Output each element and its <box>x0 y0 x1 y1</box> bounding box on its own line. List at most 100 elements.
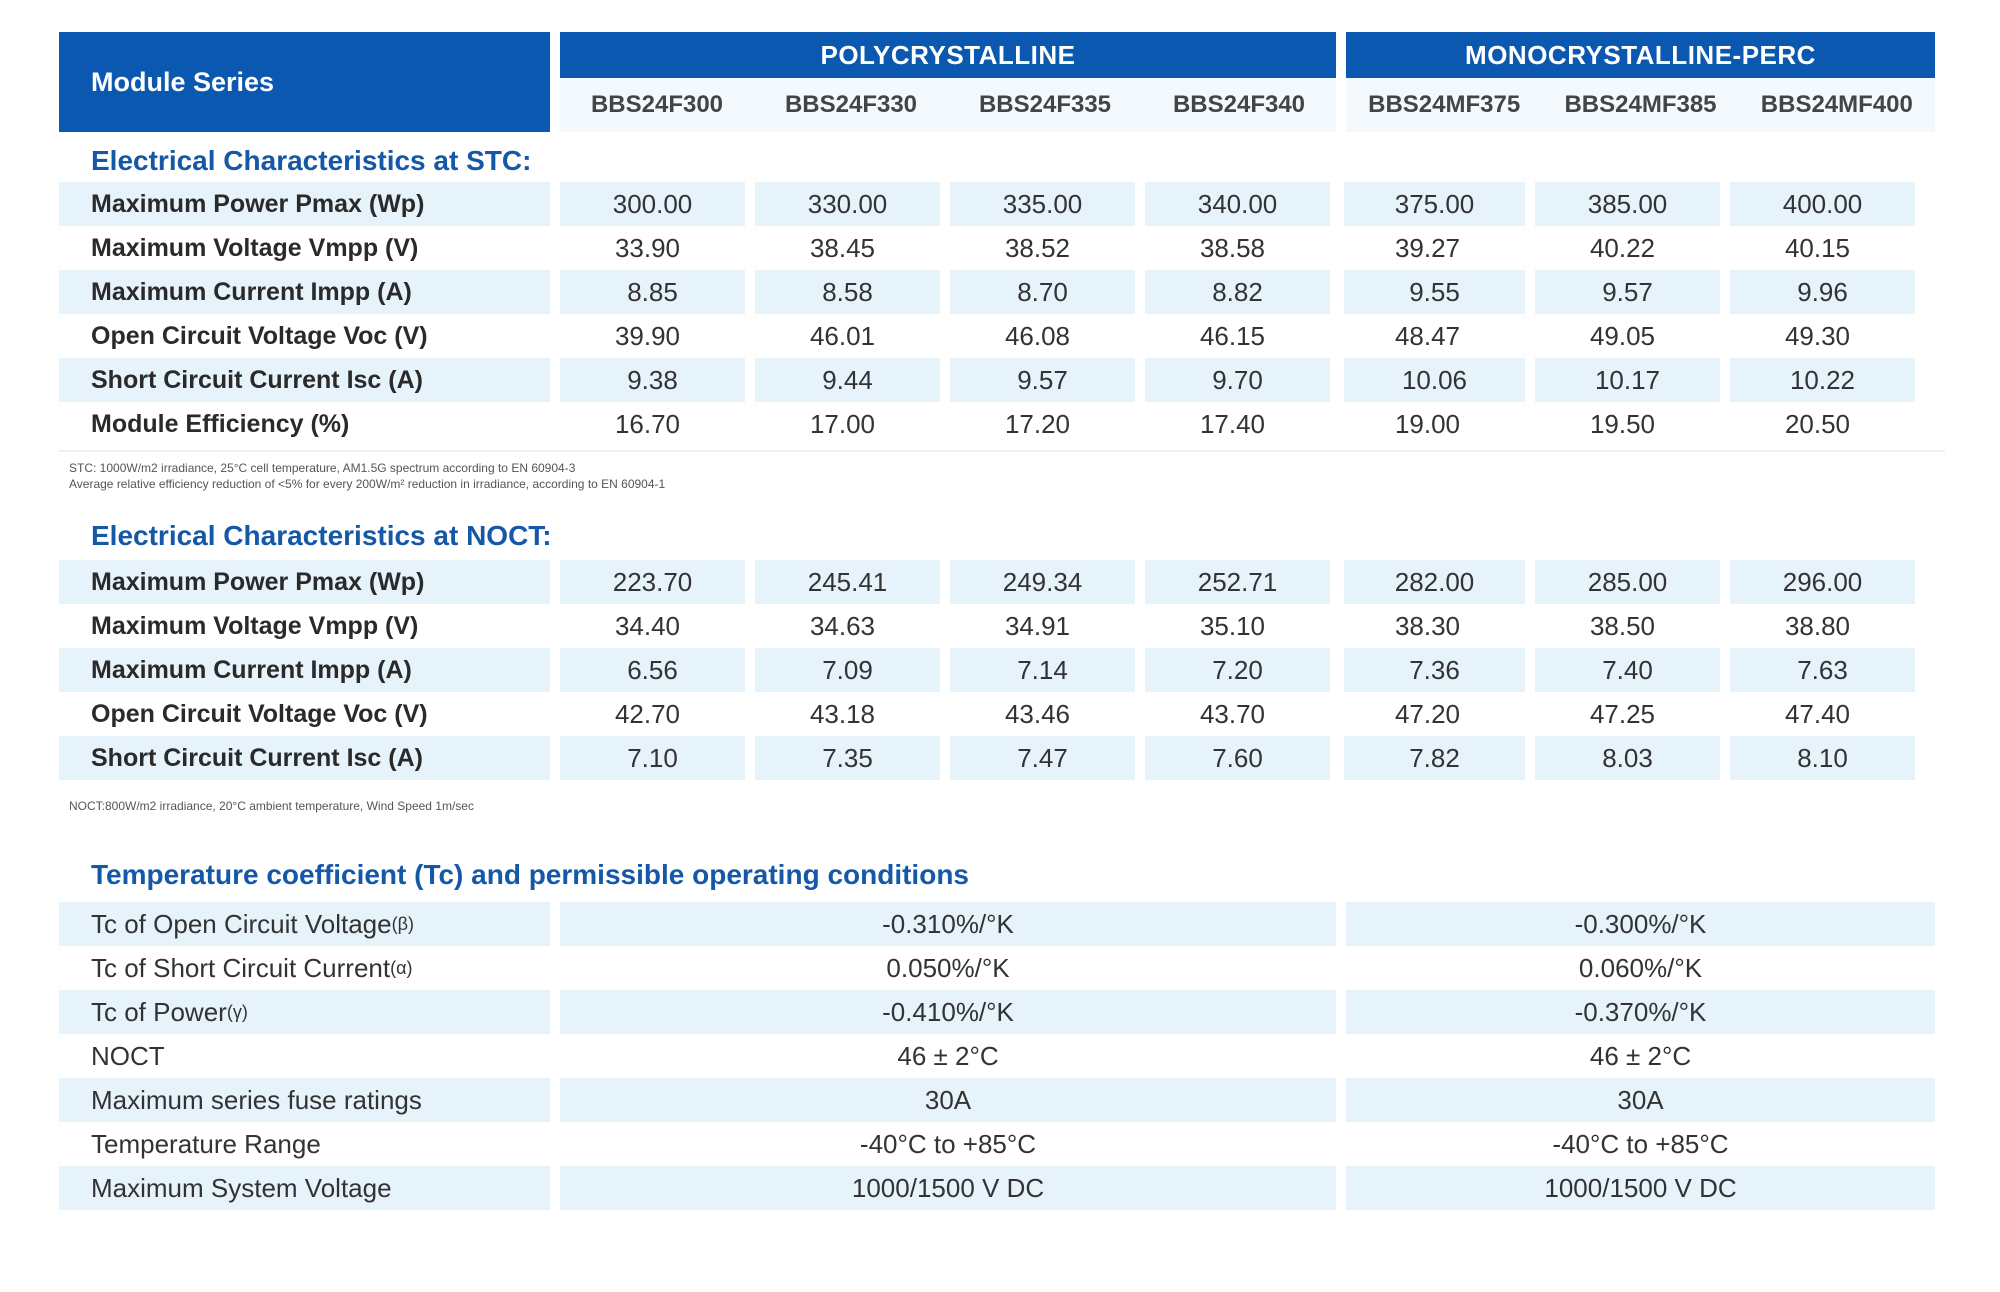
row-label: Tc of Open Circuit Voltage (β) <box>59 902 550 946</box>
row-label: Maximum System Voltage <box>59 1166 550 1210</box>
value-cell: 17.00 <box>809 408 876 439</box>
value-cell: 46.08 <box>1004 320 1071 351</box>
value-cell: 19.00 <box>1394 408 1461 439</box>
value-cell: 10.06 <box>1330 358 1525 402</box>
value-cell: 16.70 <box>614 408 681 439</box>
module-series-label: Module Series <box>59 32 550 132</box>
value-cell: 8.70 <box>940 270 1135 314</box>
value-cell: 47.20 <box>1394 698 1461 729</box>
row-label-text: Tc of Open Circuit Voltage <box>91 908 392 939</box>
row-label: Temperature Range <box>59 1122 550 1166</box>
row-label: Maximum Voltage Vmpp (V) <box>91 233 419 262</box>
value-cell: 43.18 <box>809 698 876 729</box>
value-cell: 34.63 <box>809 610 876 641</box>
stc-note-2: Average relative efficiency reduction of… <box>69 477 666 491</box>
value-cell: 8.58 <box>745 270 940 314</box>
value-cell: 400.00 <box>1720 182 1915 226</box>
value-cell: 38.52 <box>1004 232 1071 263</box>
value-cell: 38.50 <box>1589 610 1656 641</box>
mono-value: 1000/1500 V DC <box>1346 1166 1935 1210</box>
value-cell: 9.55 <box>1330 270 1525 314</box>
row-label-symbol: (γ) <box>226 1001 248 1022</box>
model-name: BBS24F340 <box>1172 91 1306 118</box>
value-cell: 7.40 <box>1525 648 1720 692</box>
value-cell: 9.96 <box>1720 270 1915 314</box>
model-name: BBS24F300 <box>590 91 724 118</box>
group-title-poly: POLYCRYSTALLINE <box>560 32 1336 78</box>
row-label-symbol: (β) <box>391 913 414 934</box>
poly-value: -40°C to +85°C <box>859 1128 1037 1159</box>
row-label-text: Tc of Short Circuit Current <box>91 952 391 983</box>
mono-value: 30A <box>1346 1078 1935 1122</box>
value-cell: 7.36 <box>1330 648 1525 692</box>
tc-section-title: Temperature coefficient (Tc) and permiss… <box>91 859 969 890</box>
value-cell: 340.00 <box>1135 182 1330 226</box>
value-cell: 38.45 <box>809 232 876 263</box>
value-cell: 40.15 <box>1784 232 1851 263</box>
row-label: Maximum series fuse ratings <box>59 1078 550 1122</box>
row-label: Short Circuit Current Isc (A) <box>59 736 550 780</box>
value-cell: 285.00 <box>1525 560 1720 604</box>
value-cell: 38.80 <box>1784 610 1851 641</box>
divider <box>59 450 1945 452</box>
value-cell: 49.30 <box>1784 320 1851 351</box>
group-title-mono: MONOCRYSTALLINE-PERC <box>1346 32 1935 78</box>
value-cell: 7.10 <box>550 736 745 780</box>
mono-value: -40°C to +85°C <box>1552 1128 1729 1159</box>
value-cell: 38.58 <box>1199 232 1266 263</box>
value-cell: 335.00 <box>940 182 1135 226</box>
row-label-text: NOCT <box>91 1040 165 1071</box>
value-cell: 7.20 <box>1135 648 1330 692</box>
value-cell: 375.00 <box>1330 182 1525 226</box>
value-cell: 35.10 <box>1199 610 1266 641</box>
spec-sheet: Module Series POLYCRYSTALLINE BBS24F300 … <box>59 32 1945 1210</box>
value-cell: 19.50 <box>1589 408 1656 439</box>
value-cell: 8.10 <box>1720 736 1915 780</box>
value-cell: 330.00 <box>745 182 940 226</box>
value-cell: 46.01 <box>809 320 876 351</box>
row-label: Short Circuit Current Isc (A) <box>59 358 550 402</box>
model-name: BBS24F330 <box>784 91 918 118</box>
value-cell: 39.27 <box>1394 232 1461 263</box>
value-cell: 33.90 <box>614 232 681 263</box>
poly-value: -0.410%/°K <box>560 990 1336 1034</box>
value-cell: 17.20 <box>1004 408 1071 439</box>
mono-value: -0.300%/°K <box>1346 902 1935 946</box>
row-label: Open Circuit Voltage Voc (V) <box>91 699 428 728</box>
value-cell: 7.35 <box>745 736 940 780</box>
value-cell: 300.00 <box>550 182 745 226</box>
value-cell: 46.15 <box>1199 320 1266 351</box>
row-label: Tc of Power (γ) <box>59 990 550 1034</box>
noct-note: NOCT:800W/m2 irradiance, 20°C ambient te… <box>69 799 474 813</box>
stc-section-title: Electrical Characteristics at STC: <box>91 145 532 176</box>
row-label-text: Maximum System Voltage <box>91 1172 392 1203</box>
value-cell: 7.60 <box>1135 736 1330 780</box>
model-name: BBS24F335 <box>978 91 1112 118</box>
value-cell: 42.70 <box>614 698 681 729</box>
row-label-symbol: (α) <box>390 957 413 978</box>
row-label: NOCT <box>59 1034 550 1078</box>
value-cell: 8.85 <box>550 270 745 314</box>
poly-value: 1000/1500 V DC <box>560 1166 1336 1210</box>
value-cell: 7.09 <box>745 648 940 692</box>
row-label-text: Tc of Power <box>91 996 227 1027</box>
value-cell: 9.70 <box>1135 358 1330 402</box>
value-cell: 8.82 <box>1135 270 1330 314</box>
row-label: Maximum Power Pmax (Wp) <box>59 560 550 604</box>
value-cell: 34.91 <box>1004 610 1071 641</box>
value-cell: 8.03 <box>1525 736 1720 780</box>
value-cell: 6.56 <box>550 648 745 692</box>
monocrystalline-group: MONOCRYSTALLINE-PERC BBS24MF375 BBS24MF3… <box>1346 32 1935 132</box>
row-label: Maximum Current Impp (A) <box>59 648 550 692</box>
value-cell: 10.22 <box>1720 358 1915 402</box>
poly-value: 0.050%/°K <box>886 952 1010 983</box>
noct-table: Maximum Power Pmax (Wp) 223.70 245.41 249.3… <box>59 560 1945 780</box>
value-cell: 282.00 <box>1330 560 1525 604</box>
value-cell: 10.17 <box>1525 358 1720 402</box>
value-cell: 9.38 <box>550 358 745 402</box>
value-cell: 34.40 <box>614 610 681 641</box>
value-cell: 17.40 <box>1199 408 1266 439</box>
value-cell: 47.40 <box>1784 698 1851 729</box>
row-label: Module Efficiency (%) <box>91 409 350 438</box>
value-cell: 39.90 <box>614 320 681 351</box>
